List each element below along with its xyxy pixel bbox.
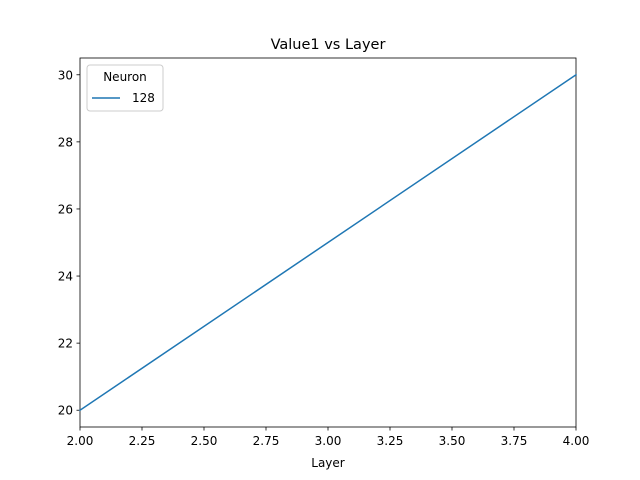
x-tick-label: 3.00 [315, 434, 342, 448]
series-line-128 [78, 73, 578, 412]
x-tick-label: 2.75 [253, 434, 280, 448]
x-tick-label: 3.75 [501, 434, 528, 448]
x-tick-label: 3.50 [439, 434, 466, 448]
x-tick-label: 2.50 [191, 434, 218, 448]
y-tick-label: 28 [58, 135, 73, 149]
y-tick-label: 22 [58, 337, 73, 351]
x-tick-label: 2.00 [67, 434, 94, 448]
y-tick-label: 20 [58, 404, 73, 418]
x-tick-label: 3.25 [377, 434, 404, 448]
chart-title: Value1 vs Layer [271, 37, 386, 53]
legend-series-label: 128 [132, 91, 155, 105]
legend-title: Neuron [103, 70, 147, 84]
legend-box [86, 64, 164, 112]
y-tick-label: 30 [58, 68, 73, 82]
y-tick-label: 24 [58, 270, 73, 284]
y-axis-ticks: 20 22 24 26 28 30 [58, 68, 80, 418]
x-tick-label: 2.25 [129, 434, 156, 448]
x-axis-ticks: 2.00 2.25 2.50 2.75 3.00 3.25 3.50 3.75 4.00 [67, 427, 590, 448]
x-tick-label: 4.00 [563, 434, 590, 448]
series-group [78, 73, 578, 412]
legend: Neuron 128 [86, 64, 164, 112]
y-tick-label: 26 [58, 202, 73, 216]
x-axis-label: Layer [311, 456, 345, 470]
